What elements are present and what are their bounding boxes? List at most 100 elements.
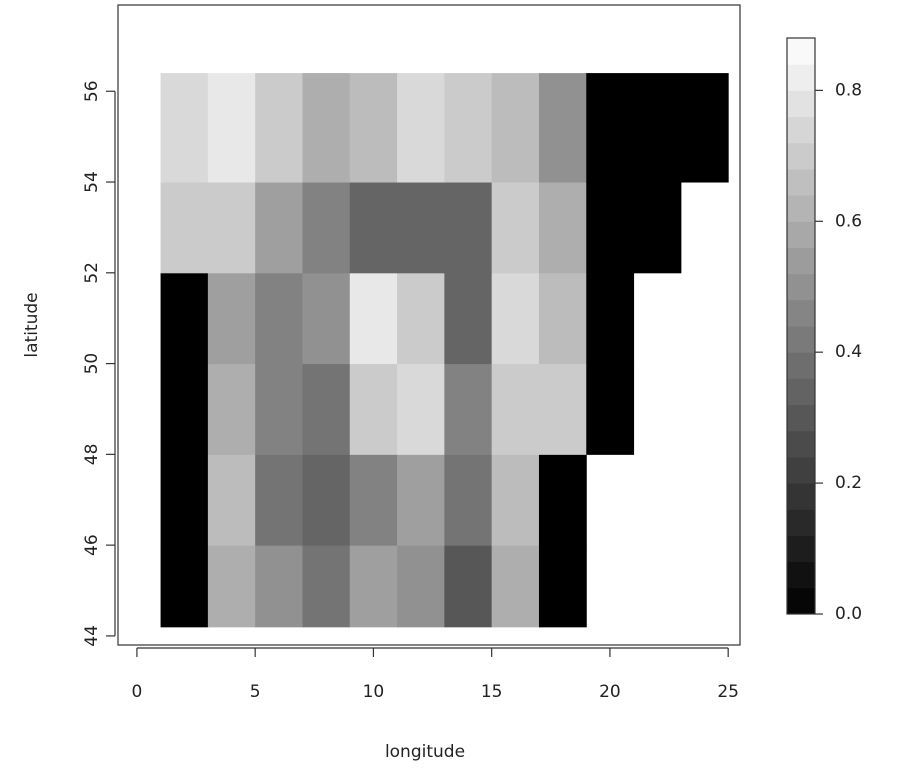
raster-cell xyxy=(539,545,587,627)
raster-cell xyxy=(161,364,209,455)
raster-cell xyxy=(208,364,256,455)
raster-cell xyxy=(492,182,540,273)
x-tick-label: 5 xyxy=(250,682,261,702)
raster-cell xyxy=(397,364,445,455)
colorbar-band xyxy=(787,457,815,484)
y-tick-label: 50 xyxy=(82,353,102,375)
colorbar-tick-label: 0.0 xyxy=(835,604,862,624)
raster-cell xyxy=(255,545,303,627)
raster-cell xyxy=(397,73,445,182)
colorbar-band xyxy=(787,483,815,510)
x-axis-label: longitude xyxy=(385,742,465,762)
chart: longitude latitude 051015202544464850525… xyxy=(0,0,897,769)
colorbar-band xyxy=(787,143,815,170)
colorbar-band xyxy=(787,221,815,248)
y-tick-label: 46 xyxy=(82,534,102,556)
raster-cell xyxy=(492,545,540,627)
raster-cell xyxy=(302,545,350,627)
raster-cell xyxy=(350,454,398,545)
raster-cell xyxy=(255,273,303,364)
raster-cell xyxy=(444,273,492,364)
raster-cell xyxy=(492,273,540,364)
colorbar-band xyxy=(787,195,815,222)
y-tick-label: 54 xyxy=(82,171,102,193)
raster-cell xyxy=(255,73,303,182)
colorbar-band xyxy=(787,431,815,458)
raster-cell xyxy=(539,73,587,182)
raster-cell xyxy=(492,73,540,182)
raster-cell xyxy=(302,273,350,364)
raster-cell xyxy=(634,182,682,273)
raster-cell xyxy=(397,273,445,364)
colorbar-tick-label: 0.4 xyxy=(835,342,862,362)
raster-cell xyxy=(161,545,209,627)
raster-cell xyxy=(586,273,634,364)
raster-cell xyxy=(586,182,634,273)
raster-cell xyxy=(397,182,445,273)
raster-cell xyxy=(681,73,729,182)
raster-cell xyxy=(586,73,634,182)
raster-cell xyxy=(539,454,587,545)
raster-cell xyxy=(539,182,587,273)
x-tick-label: 15 xyxy=(481,682,503,702)
raster-cell xyxy=(302,182,350,273)
raster-cell xyxy=(492,454,540,545)
raster-cell xyxy=(161,273,209,364)
raster-cell xyxy=(208,182,256,273)
raster-cell xyxy=(350,273,398,364)
raster-cell xyxy=(255,182,303,273)
x-tick-label: 20 xyxy=(599,682,621,702)
raster-cell xyxy=(444,182,492,273)
colorbar-band xyxy=(787,562,815,589)
colorbar-band xyxy=(787,247,815,274)
raster-cell xyxy=(161,182,209,273)
raster-cell xyxy=(208,273,256,364)
colorbar-tick-label: 0.8 xyxy=(835,80,862,100)
raster-cell xyxy=(397,454,445,545)
y-tick-label: 44 xyxy=(82,625,102,647)
x-tick-label: 0 xyxy=(132,682,143,702)
colorbar-tick-label: 0.6 xyxy=(835,211,862,231)
colorbar-band xyxy=(787,352,815,379)
raster-cell xyxy=(255,364,303,455)
raster-cell xyxy=(161,73,209,182)
y-axis-label: latitude xyxy=(22,292,42,357)
raster-cell xyxy=(444,364,492,455)
raster-cell xyxy=(350,364,398,455)
raster-cell xyxy=(634,73,682,182)
raster-cell xyxy=(539,364,587,455)
colorbar-band xyxy=(787,90,815,117)
y-tick-label: 48 xyxy=(82,444,102,466)
raster-cell xyxy=(492,364,540,455)
colorbar-band xyxy=(787,509,815,536)
raster-cell xyxy=(350,73,398,182)
colorbar-tick-label: 0.2 xyxy=(835,473,862,493)
raster-cell xyxy=(350,545,398,627)
raster-cell xyxy=(586,364,634,455)
x-tick-label: 10 xyxy=(363,682,385,702)
raster-cell xyxy=(444,545,492,627)
raster-cell xyxy=(208,545,256,627)
raster-cell xyxy=(302,454,350,545)
raster-cell xyxy=(161,454,209,545)
raster-cell xyxy=(539,273,587,364)
colorbar-band xyxy=(787,38,815,65)
raster-cell xyxy=(397,545,445,627)
page: longitude latitude 051015202544464850525… xyxy=(0,0,897,773)
colorbar-band xyxy=(787,169,815,196)
y-tick-label: 56 xyxy=(82,80,102,102)
colorbar-band xyxy=(787,588,815,615)
colorbar-band xyxy=(787,405,815,432)
raster-cell xyxy=(255,454,303,545)
colorbar-band xyxy=(787,535,815,562)
colorbar-band xyxy=(787,378,815,405)
x-tick-label: 25 xyxy=(717,682,739,702)
colorbar-band xyxy=(787,300,815,327)
raster-cell xyxy=(350,182,398,273)
raster-cell xyxy=(302,73,350,182)
colorbar-band xyxy=(787,64,815,91)
colorbar-band xyxy=(787,274,815,301)
raster-cell xyxy=(444,73,492,182)
raster-cell xyxy=(208,454,256,545)
raster-cell xyxy=(302,364,350,455)
